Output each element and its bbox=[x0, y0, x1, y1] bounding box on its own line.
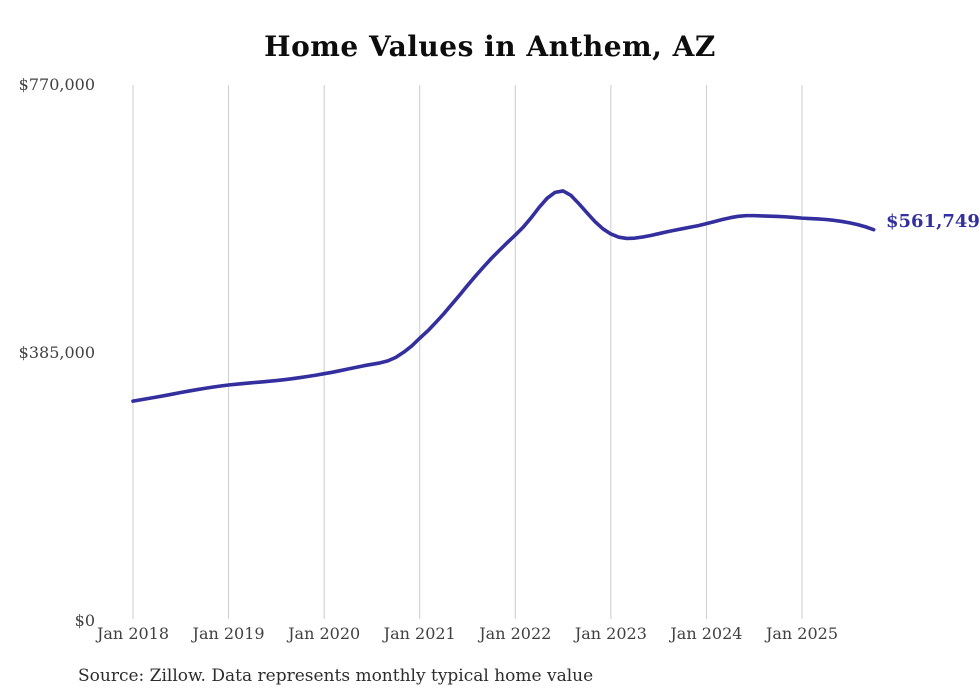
x-axis-tick-label: Jan 2021 bbox=[383, 624, 456, 643]
chart-title: Home Values in Anthem, AZ bbox=[264, 30, 716, 63]
x-axis-tick-label: Jan 2018 bbox=[96, 624, 170, 643]
x-axis-tick-label: Jan 2023 bbox=[574, 624, 647, 643]
x-axis-tick-label: Jan 2025 bbox=[765, 624, 839, 643]
x-axis-tick-label: Jan 2022 bbox=[479, 624, 552, 643]
x-axis-tick-label: Jan 2024 bbox=[670, 624, 743, 643]
source-note: Source: Zillow. Data represents monthly … bbox=[78, 666, 594, 686]
y-axis-tick-label: $0 bbox=[74, 611, 95, 630]
home-value-line bbox=[131, 189, 876, 403]
y-axis-tick-label: $770,000 bbox=[18, 75, 95, 94]
y-axis-tick-label: $385,000 bbox=[18, 343, 95, 362]
x-axis-tick-label: Jan 2019 bbox=[192, 624, 265, 643]
current-value-label: $561,749 bbox=[886, 211, 980, 232]
x-axis-tick-label: Jan 2020 bbox=[288, 624, 361, 643]
